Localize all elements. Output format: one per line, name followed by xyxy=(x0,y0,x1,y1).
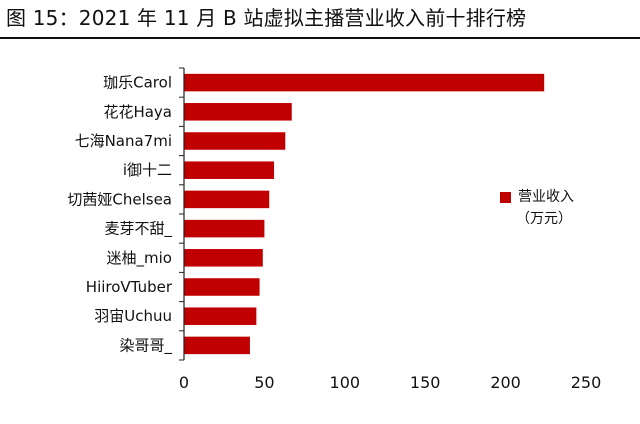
bar xyxy=(184,249,263,267)
category-label: 麦芽不甜_ xyxy=(104,220,172,239)
category-label: 七海Nana7mi xyxy=(75,132,172,150)
title-divider xyxy=(0,37,640,39)
x-tick-label: 150 xyxy=(410,373,441,392)
x-tick-label: 100 xyxy=(330,373,361,392)
legend-unit: （万元） xyxy=(516,211,572,227)
category-label: i御十二 xyxy=(123,161,172,179)
category-label: 珈乐Carol xyxy=(103,74,172,92)
bar xyxy=(184,73,545,92)
chart-title: 图 15：2021 年 11 月 B 站虚拟主播营业收入前十排行榜 xyxy=(6,6,527,30)
bar xyxy=(184,278,260,296)
bar xyxy=(184,307,257,325)
category-label: HiiroVTuber xyxy=(86,278,173,296)
category-label: 染哥哥_ xyxy=(119,336,172,355)
bar xyxy=(184,161,275,179)
legend-label: 营业收入 xyxy=(518,189,574,205)
bar xyxy=(184,219,265,238)
legend-entry: 营业收入 xyxy=(500,186,574,208)
x-tick-label: 50 xyxy=(254,373,274,392)
legend-swatch xyxy=(500,191,511,203)
category-label: 羽宙Uchuu xyxy=(94,307,172,325)
bar xyxy=(184,103,292,121)
chart-legend: 营业收入 （万元） xyxy=(500,186,574,230)
category-label: 迷柚_mio xyxy=(107,249,172,268)
bar xyxy=(184,190,270,209)
category-label: 切茜娅Chelsea xyxy=(67,190,172,208)
x-tick-label: 250 xyxy=(571,373,602,392)
x-tick-label: 0 xyxy=(179,373,189,392)
bar xyxy=(184,132,286,150)
x-tick-label: 200 xyxy=(490,373,521,392)
bar xyxy=(184,336,250,355)
category-label: 花花Haya xyxy=(103,103,172,121)
